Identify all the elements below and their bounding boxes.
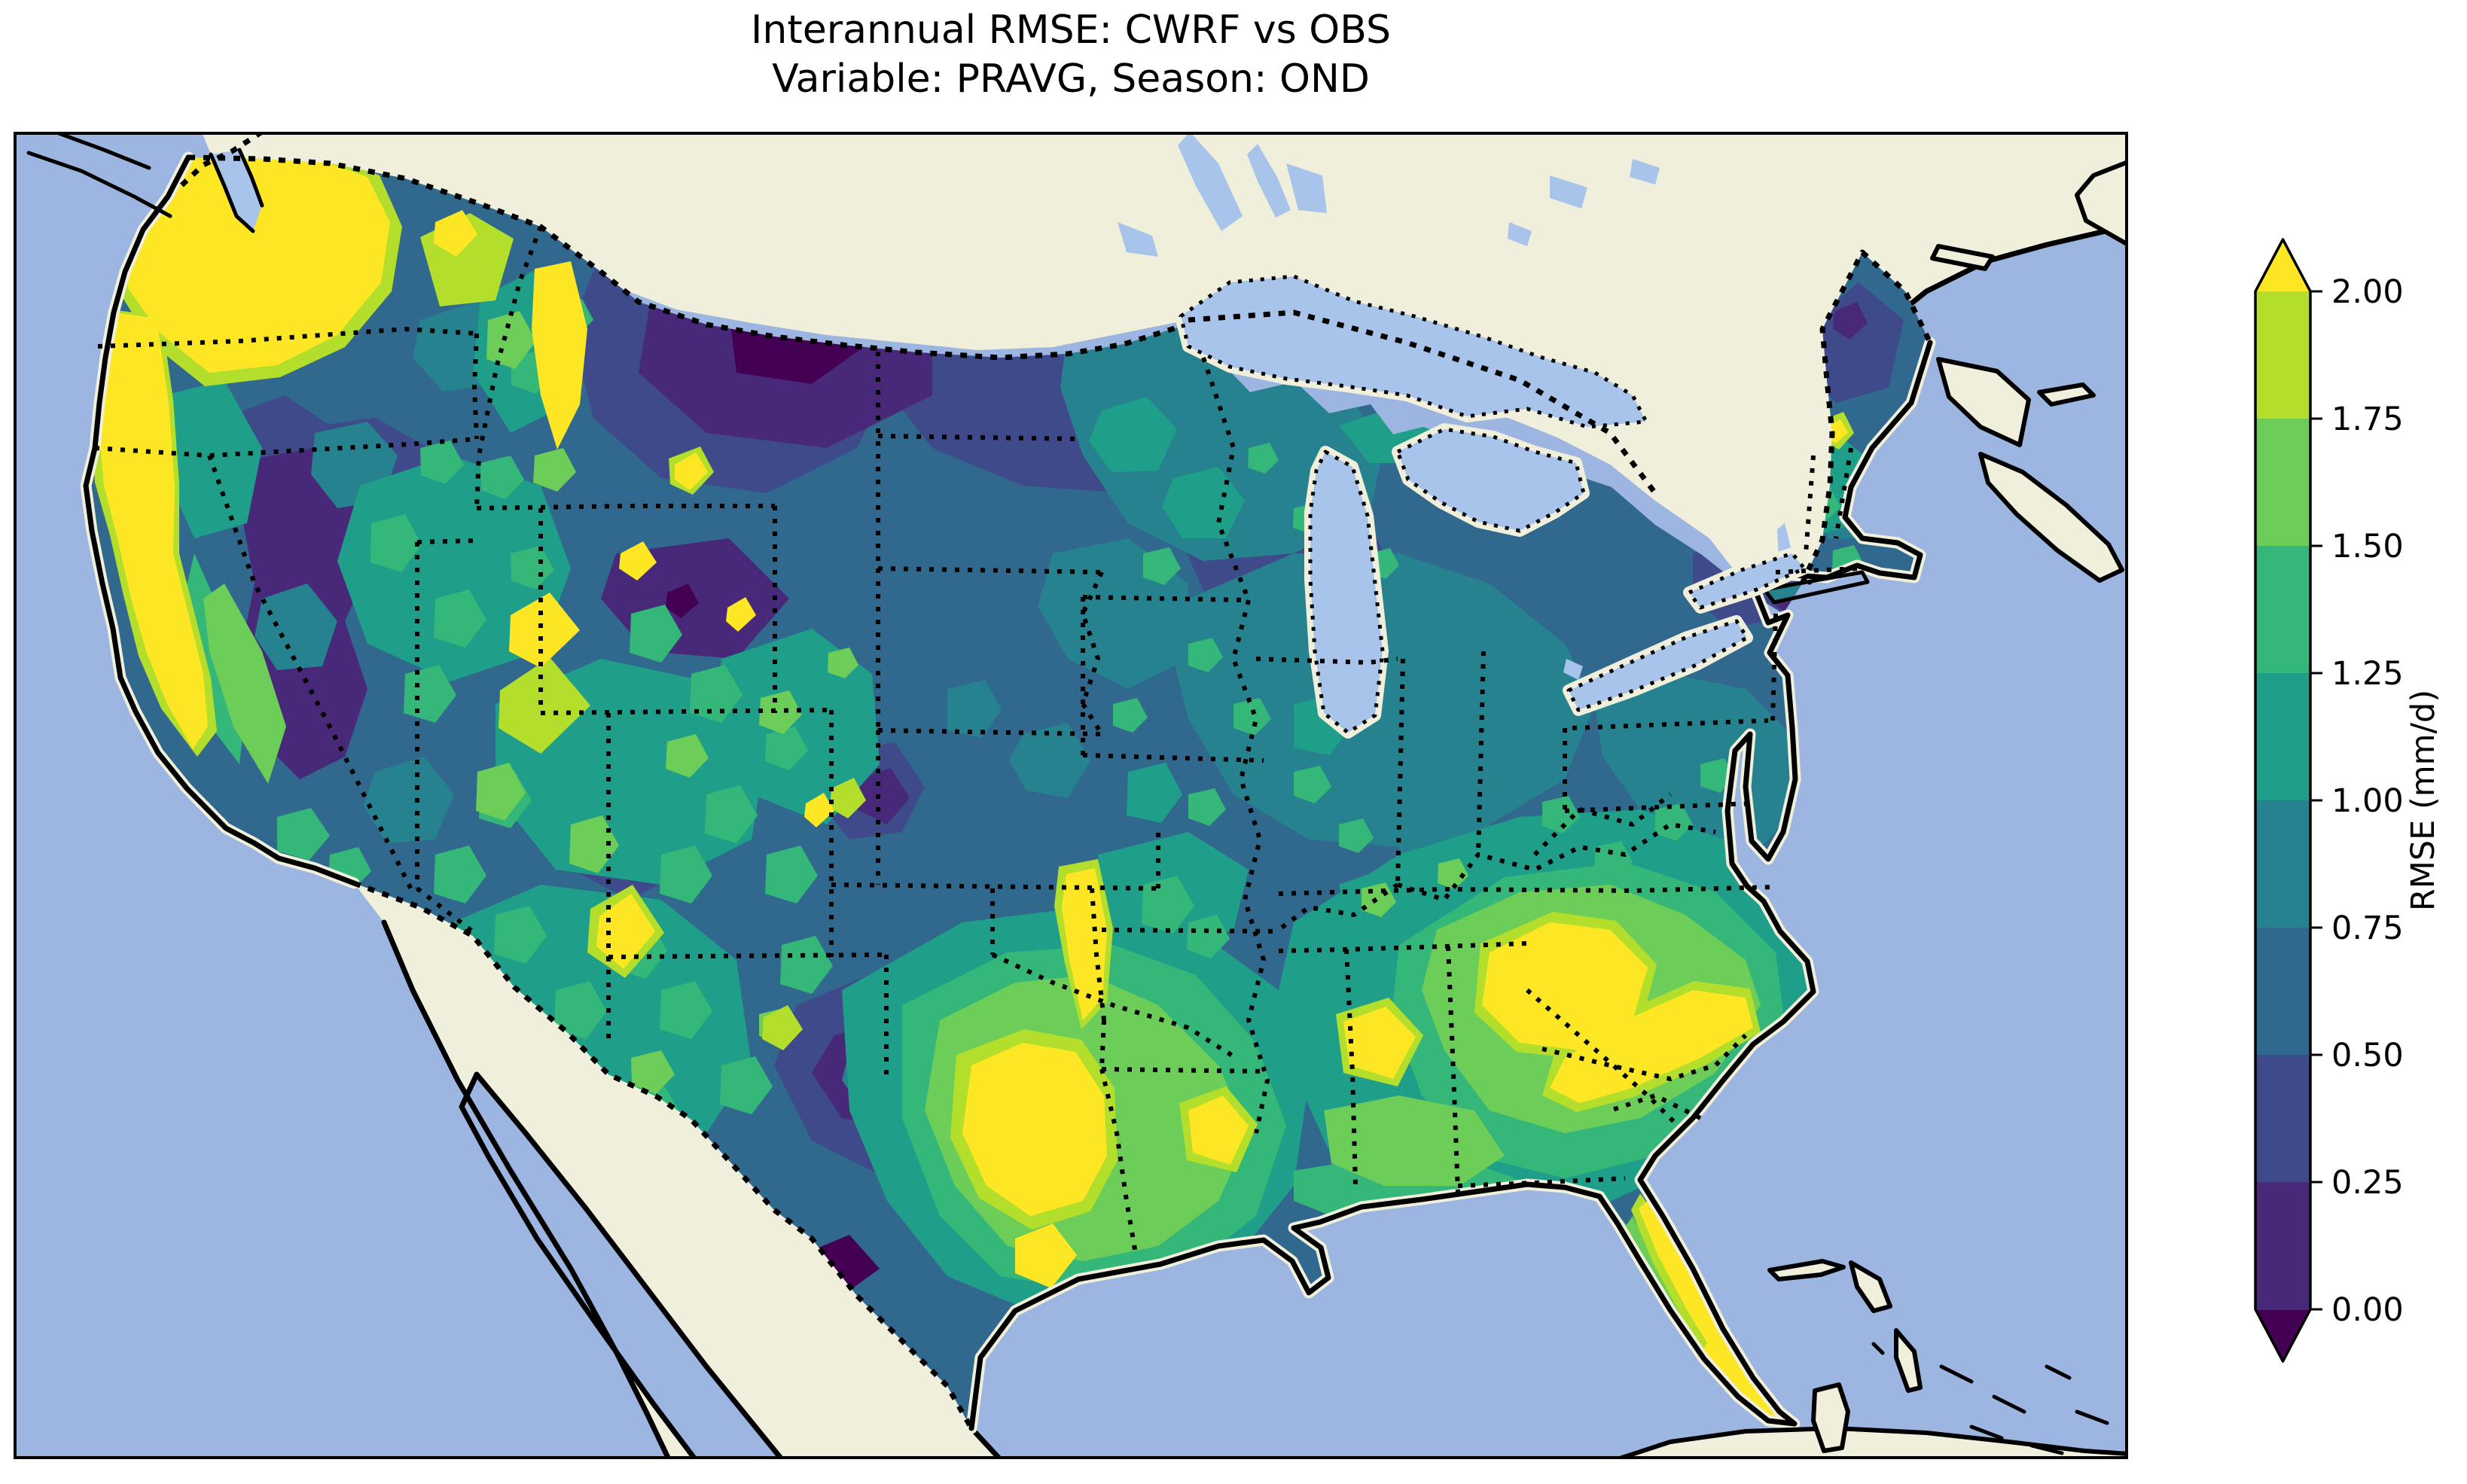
lake-st-clair: [1563, 659, 1583, 680]
us-canada-border-strait: [175, 132, 264, 191]
lake-ontario: [1683, 547, 1810, 614]
cuba: [1615, 1426, 2128, 1459]
colorbar-tick-label: 0.25: [2331, 1164, 2404, 1202]
figure-title-line2: Variable: PRAVG, Season: OND: [772, 56, 1370, 102]
caribbean-islands: [1615, 1259, 2128, 1459]
state-borders: [94, 225, 1859, 1254]
colorbar-segment: [2255, 546, 2310, 674]
colorbar-tick-label: 1.75: [2331, 401, 2404, 438]
lake-erie: [1563, 615, 1753, 716]
colorbar-under-arrow: [2255, 1309, 2310, 1361]
small-islands: [1871, 1342, 2109, 1455]
puget-sound: [209, 148, 264, 233]
new-brunswick: [1936, 357, 2031, 447]
colorbar-tick-label: 0.00: [2331, 1291, 2404, 1329]
nova-scotia: [1978, 452, 2124, 583]
colorbar-tick-label: 1.25: [2331, 655, 2404, 693]
us-coastlines: [80, 151, 1936, 1453]
baja-pacific-coast: [381, 919, 672, 1459]
long-island: [1762, 570, 1870, 605]
colorbar-segment: [2255, 1055, 2310, 1183]
prince-edward-island: [2037, 382, 2096, 407]
colorbar-axis-label: RMSE (mm/d): [2404, 690, 2442, 911]
colorbar: 2.00 1.75 1.50 1.25 1.00 0.75 0.50 0.25 0.00 RMSE…: [2253, 232, 2467, 1395]
colorbar-segment: [2255, 291, 2310, 419]
axes-frame: [14, 132, 2128, 1459]
figure-title-line1: Interannual RMSE: CWRF vs OBS: [751, 8, 1391, 53]
colorbar-tick-label: 0.75: [2331, 910, 2404, 947]
colorbar-tick-label: 1.00: [2331, 782, 2404, 820]
colorbar-tick-label: 2.00: [2331, 273, 2404, 311]
lake-michigan: [1304, 446, 1389, 739]
us-mexico-border: [352, 880, 974, 1430]
colorbar-svg: 2.00 1.75 1.50 1.25 1.00 0.75 0.50 0.25 0.00 RMSE…: [2254, 238, 2442, 1363]
colorbar-segment: [2255, 419, 2310, 547]
lake-huron: [1392, 423, 1590, 537]
colorbar-tick-label: 0.50: [2331, 1037, 2404, 1074]
mexico-land: [354, 883, 1003, 1459]
vancouver-island: [26, 132, 172, 218]
contour-level-over: [98, 157, 1848, 1423]
international-borders: [175, 132, 1933, 1430]
us-canada-border-east: [1799, 249, 1933, 585]
abaco: [1849, 1260, 1892, 1313]
anticosti-island: [1930, 244, 1995, 271]
figure-title: Interannual RMSE: CWRF vs OBS Variable: …: [14, 6, 2128, 104]
map-axes: [14, 132, 2128, 1459]
colorbar-segment: [2255, 800, 2310, 928]
baja-east-coast: [459, 1071, 698, 1459]
colorbar-segment: [2255, 1182, 2310, 1310]
newfoundland: [2075, 160, 2128, 247]
andros: [1811, 1382, 1850, 1453]
colorbar-segment: [2255, 673, 2310, 801]
colorbar-segment: [2255, 928, 2310, 1056]
mexico-gulf-coast: [968, 1425, 1003, 1459]
pacific-coastline: [83, 154, 357, 886]
colorbar-over-arrow: [2255, 239, 2310, 291]
grand-bahama: [1767, 1259, 1846, 1281]
atlantic-gulf-coastline: [968, 340, 1933, 1431]
mexico-west-coast: [474, 1071, 785, 1459]
colorbar-tick-label: 1.50: [2331, 528, 2404, 565]
canada-lakes: [1118, 132, 1795, 605]
eleuthera: [1894, 1328, 1923, 1393]
atlantic-canada: [26, 132, 2128, 583]
